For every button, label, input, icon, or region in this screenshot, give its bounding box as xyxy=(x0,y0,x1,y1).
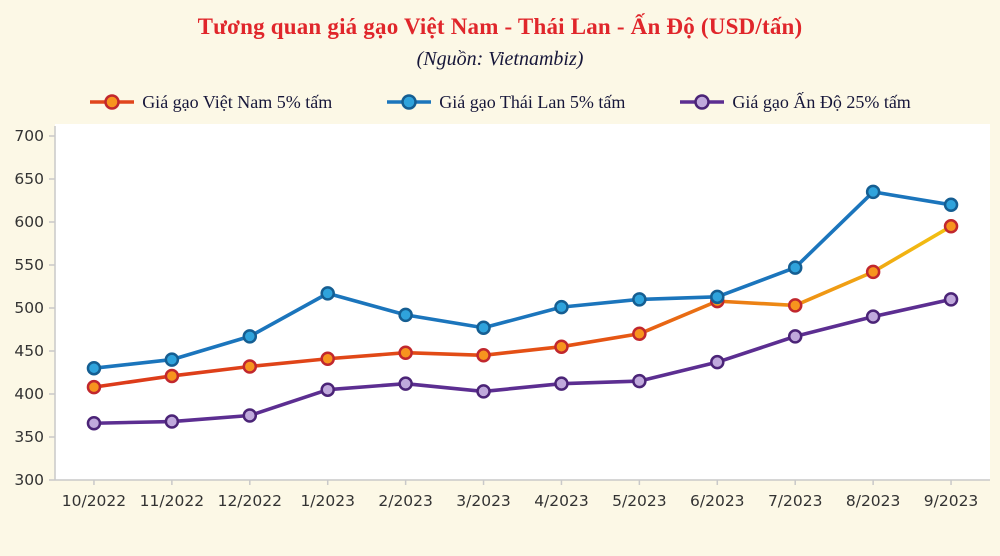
plot-area xyxy=(55,124,990,480)
y-tick-label: 450 xyxy=(14,342,44,360)
data-point-marker xyxy=(164,368,180,384)
data-point-marker xyxy=(943,219,959,234)
x-tick-label: 9/2023 xyxy=(924,492,979,510)
data-point-marker xyxy=(320,286,335,301)
y-tick-label: 300 xyxy=(14,471,44,489)
legend-item: Giá gạo Thái Lan 5% tấm xyxy=(386,92,625,113)
data-point-marker xyxy=(86,360,102,376)
data-point-marker xyxy=(242,359,258,374)
legend-marker-icon xyxy=(680,94,725,110)
legend-label: Giá gạo Ấn Độ 25% tấm xyxy=(732,91,911,112)
data-point-marker xyxy=(632,373,647,389)
legend-item: Giá gạo Ấn Độ 25% tấm xyxy=(679,91,911,113)
data-point-marker xyxy=(86,379,102,395)
data-point-marker xyxy=(865,264,881,280)
legend-item: Giá gạo Việt Nam 5% tấm xyxy=(89,92,332,113)
series-line xyxy=(92,224,953,389)
data-point-marker xyxy=(242,408,258,423)
data-point-marker xyxy=(164,414,180,429)
data-point-marker xyxy=(242,329,258,344)
data-point-marker xyxy=(398,376,413,391)
legend-marker-icon xyxy=(90,94,135,110)
chart-svg: 300 350 400 450 500 550 600 650 700 10/2022 11/202… xyxy=(14,124,990,510)
legend-label: Giá gạo Việt Nam 5% tấm xyxy=(142,91,333,112)
y-tick-label: 650 xyxy=(14,170,44,188)
data-point-marker xyxy=(787,329,803,344)
series-line xyxy=(92,297,953,426)
page-title: Tương quan giá gạo Việt Nam - Thái Lan -… xyxy=(197,14,803,39)
data-point-marker xyxy=(320,351,335,366)
chart-header: Tương quan giá gạo Việt Nam - Thái Lan -… xyxy=(0,0,1000,72)
legend-marker-icon xyxy=(387,94,432,110)
y-tick-label: 550 xyxy=(14,256,44,274)
data-point-marker xyxy=(632,292,647,307)
data-point-marker xyxy=(554,299,569,315)
legend: Giá gạo Việt Nam 5% tấm Giá gạo Thái Lan … xyxy=(0,90,1000,114)
data-point-marker xyxy=(554,376,569,391)
data-point-marker xyxy=(943,197,959,213)
chart: 300 350 400 450 500 550 600 650 700 10/2022 11/202… xyxy=(0,120,1000,540)
x-tick-label: 6/2023 xyxy=(690,492,745,510)
data-point-marker xyxy=(476,384,491,399)
x-tick-label: 5/2023 xyxy=(612,492,667,510)
data-point-marker xyxy=(865,309,881,324)
data-point-marker xyxy=(320,382,335,397)
data-point-marker xyxy=(398,345,413,360)
data-point-marker xyxy=(943,292,959,307)
data-point-marker xyxy=(398,307,413,323)
data-point-marker xyxy=(632,326,647,342)
x-tick-label: 2/2023 xyxy=(378,492,433,510)
x-tick-label: 8/2023 xyxy=(846,492,901,510)
data-point-marker xyxy=(787,298,803,313)
y-tick-label: 500 xyxy=(14,299,44,317)
data-point-marker xyxy=(476,348,491,363)
x-tick-label: 11/2022 xyxy=(140,492,204,510)
data-point-marker xyxy=(86,415,102,431)
data-point-marker xyxy=(710,289,725,305)
data-point-marker xyxy=(476,320,491,336)
x-tick-label: 3/2023 xyxy=(456,492,511,510)
y-tick-label: 600 xyxy=(14,213,44,231)
data-point-marker xyxy=(554,339,569,354)
x-tick-label: 7/2023 xyxy=(768,492,823,510)
data-point-marker xyxy=(787,260,803,275)
y-tick-label: 350 xyxy=(14,428,44,446)
y-tick-label: 700 xyxy=(14,127,44,145)
y-tick-label: 400 xyxy=(14,385,44,403)
data-point-marker xyxy=(164,352,180,367)
series-line xyxy=(92,190,953,370)
x-tick-label: 4/2023 xyxy=(534,492,589,510)
x-tick-label: 1/2023 xyxy=(300,492,355,510)
legend-label: Giá gạo Thái Lan 5% tấm xyxy=(439,91,626,112)
page-subtitle: (Nguồn: Vietnambiz) xyxy=(416,48,584,70)
data-point-marker xyxy=(710,354,725,370)
data-point-marker xyxy=(865,184,881,200)
x-tick-label: 12/2022 xyxy=(218,492,282,510)
x-tick-label: 10/2022 xyxy=(62,492,126,510)
